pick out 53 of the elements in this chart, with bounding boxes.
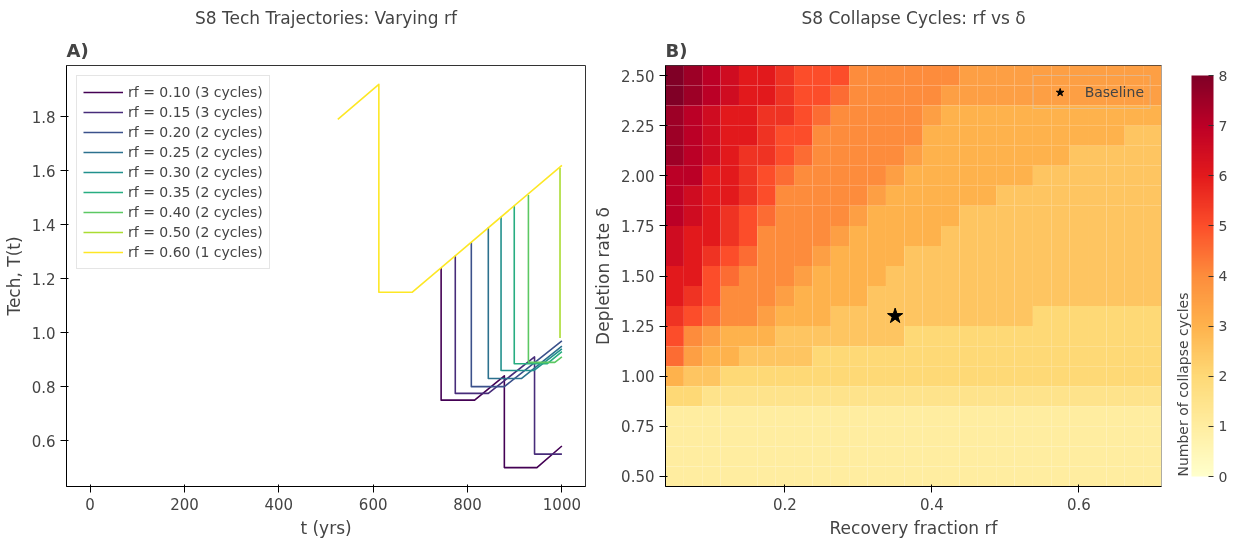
y-tick-label: 1.6 xyxy=(31,162,56,181)
legend-label: rf = 0.40 (2 cycles) xyxy=(128,204,263,220)
color-bar-label: 4 xyxy=(1218,268,1228,284)
color-bar-title: Number of collapse cycles xyxy=(1174,292,1191,477)
y-tick-label: 2.25 xyxy=(621,117,655,136)
y-tick-label: 0.50 xyxy=(621,468,655,487)
color-bar-label: 1 xyxy=(1218,418,1228,435)
color-bar-label: 2 xyxy=(1218,368,1228,385)
y-tick-label: 1.25 xyxy=(621,318,655,337)
legend-label: Baseline xyxy=(1084,84,1144,100)
color-bar-label: 7 xyxy=(1218,117,1228,134)
y-tick-label: 0.8 xyxy=(31,378,56,397)
y-tick-label: 0.75 xyxy=(621,418,655,437)
color-bar-label: 8 xyxy=(1218,67,1228,84)
chart-title: S8 Tech Trajectories: Varying rf xyxy=(195,7,459,28)
text: A) xyxy=(66,39,89,61)
color-bar-label: 5 xyxy=(1218,217,1228,234)
y-tick-label: 1.0 xyxy=(31,324,56,343)
legend-label: rf = 0.15 (3 cycles) xyxy=(128,104,263,120)
y-tick-label: 1.00 xyxy=(621,368,655,387)
x-tick-label: 400 xyxy=(264,495,294,514)
y-tick-label: 0.6 xyxy=(31,432,56,451)
color-bar-label: 6 xyxy=(1218,167,1228,184)
legend-label: rf = 0.10 (3 cycles) xyxy=(128,84,263,100)
x-axis-title: Recovery fraction rf xyxy=(829,517,999,538)
text: B) xyxy=(665,39,688,61)
legend-label: rf = 0.50 (2 cycles) xyxy=(128,224,263,240)
legend-label: rf = 0.20 (2 cycles) xyxy=(128,124,263,140)
y-tick-label: 1.75 xyxy=(621,217,655,236)
y-tick-label: 1.50 xyxy=(621,268,655,286)
x-tick-label: 0.2 xyxy=(772,495,797,514)
legend-label: rf = 0.60 (1 cycles) xyxy=(128,244,263,260)
x-tick-label: 0.6 xyxy=(1066,495,1091,514)
legend-label: rf = 0.25 (2 cycles) xyxy=(128,144,263,160)
legend-label: rf = 0.35 (2 cycles) xyxy=(128,184,263,200)
x-tick-label: 1000 xyxy=(542,495,582,514)
y-tick-label: 2.50 xyxy=(621,67,655,86)
color-bar-label: 0 xyxy=(1218,468,1228,485)
y-axis-title: Tech, T(t) xyxy=(3,236,24,317)
y-tick-label: 1.4 xyxy=(31,216,56,235)
y-tick-label: 1.8 xyxy=(31,108,56,127)
x-axis-title: t (yrs) xyxy=(300,517,352,538)
chart-title: S8 Collapse Cycles: rf vs δ xyxy=(801,7,1026,28)
y-tick-label: 2.00 xyxy=(621,167,655,186)
x-tick-label: 800 xyxy=(453,495,482,514)
x-tick-label: 0 xyxy=(85,495,95,514)
y-tick-label: 1.2 xyxy=(31,270,56,289)
color-bar-label: 3 xyxy=(1218,318,1228,335)
x-tick-label: 200 xyxy=(170,495,199,514)
x-tick-label: 600 xyxy=(358,495,388,514)
x-tick-label: 0.4 xyxy=(919,495,944,514)
legend-label: rf = 0.30 (2 cycles) xyxy=(128,164,263,180)
y-axis-title: Depletion rate δ xyxy=(593,207,614,345)
